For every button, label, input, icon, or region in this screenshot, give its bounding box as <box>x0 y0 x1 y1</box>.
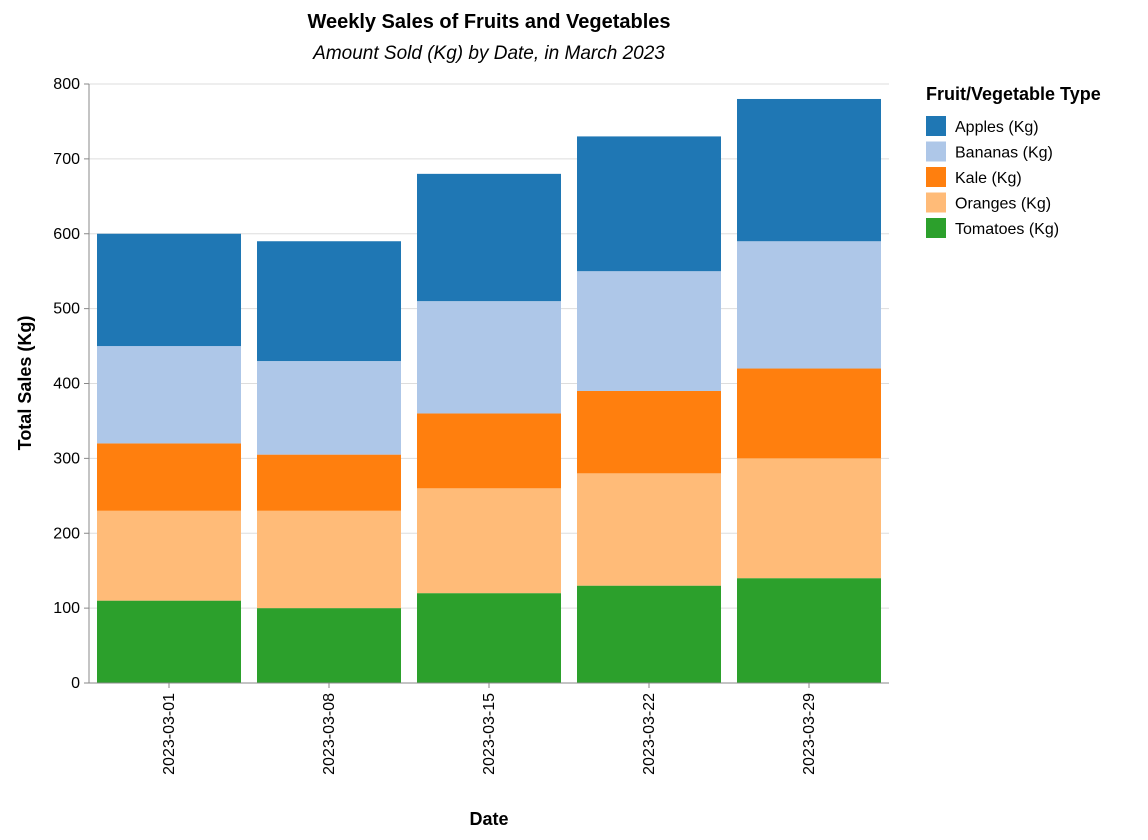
bar-segment <box>417 488 561 594</box>
bar-segment <box>97 443 241 511</box>
y-tick-label: 800 <box>53 76 80 93</box>
chart-subtitle: Amount Sold (Kg) by Date, in March 2023 <box>312 43 665 64</box>
legend-label: Tomatoes (Kg) <box>955 221 1059 238</box>
legend-title: Fruit/Vegetable Type <box>926 84 1101 104</box>
legend-swatch <box>926 218 946 238</box>
axes: 0 100 200 300 400 500 600 700 800 2023-03-01 2023-… <box>53 76 889 775</box>
bar-segment <box>737 458 881 579</box>
y-tick-label: 100 <box>53 600 80 617</box>
bar-segment <box>257 241 401 362</box>
legend-label: Oranges (Kg) <box>955 196 1051 213</box>
y-tick-label: 400 <box>53 376 80 393</box>
bar-segment <box>97 600 241 683</box>
y-tick-label: 700 <box>53 151 80 168</box>
bar-segment <box>577 390 721 474</box>
bar-segment <box>257 454 401 511</box>
x-axis-title: Date <box>469 809 508 829</box>
y-tick-label: 200 <box>53 525 80 542</box>
x-tick-label: 2023-03-22 <box>641 693 658 775</box>
legend-label: Apples (Kg) <box>955 119 1039 136</box>
legend-swatch <box>926 141 946 162</box>
bar-segment <box>737 368 881 459</box>
bar-segment <box>97 233 241 347</box>
legend-label: Bananas (Kg) <box>955 145 1053 162</box>
chart-title: Weekly Sales of Fruits and Vegetables <box>307 11 670 33</box>
x-tick-label: 2023-03-01 <box>161 693 178 775</box>
bar-segment <box>577 585 721 683</box>
legend: Fruit/Vegetable Type Apples (Kg) Bananas … <box>926 84 1101 238</box>
bars <box>97 98 881 683</box>
bar-segment <box>257 361 401 455</box>
bar-segment <box>737 578 881 683</box>
bar-segment <box>577 136 721 272</box>
x-tick-label: 2023-03-29 <box>801 693 818 775</box>
y-tick-label: 500 <box>53 301 80 318</box>
y-axis-title: Total Sales (Kg) <box>15 316 35 451</box>
bar-segment <box>417 173 561 302</box>
x-tick-label: 2023-03-15 <box>481 693 498 775</box>
bar-segment <box>97 510 241 601</box>
bar-segment <box>257 510 401 609</box>
bar-segment <box>577 271 721 391</box>
y-tick-label: 0 <box>71 675 80 692</box>
legend-swatch <box>926 167 946 187</box>
bar-segment <box>737 98 881 242</box>
bar-segment <box>417 301 561 414</box>
legend-swatch <box>926 116 946 136</box>
legend-swatch <box>926 192 946 213</box>
bar-segment <box>97 346 241 444</box>
legend-label: Kale (Kg) <box>955 170 1022 187</box>
y-tick-label: 300 <box>53 450 80 467</box>
bar-segment <box>417 413 561 489</box>
y-tick-label: 600 <box>53 226 80 243</box>
x-tick-label: 2023-03-08 <box>321 693 338 775</box>
bar-segment <box>257 608 401 683</box>
bar-segment <box>737 241 881 369</box>
bar-segment <box>577 473 721 586</box>
bar-segment <box>417 593 561 683</box>
